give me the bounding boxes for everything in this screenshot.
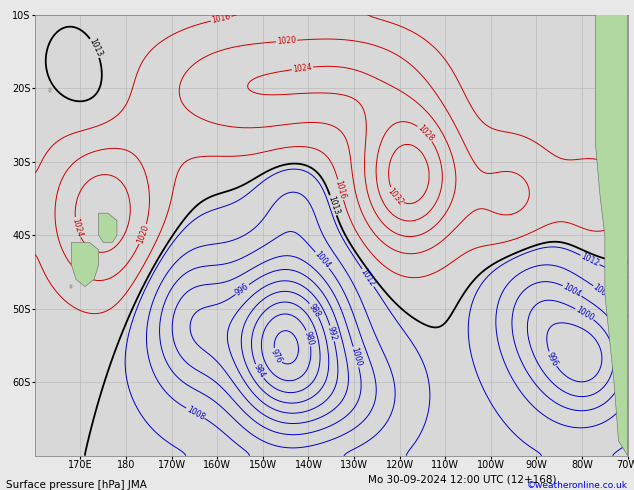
Text: 996: 996 — [234, 282, 251, 297]
Polygon shape — [70, 285, 72, 288]
Text: 984: 984 — [252, 363, 267, 380]
Text: 1020: 1020 — [276, 36, 297, 46]
Polygon shape — [596, 15, 628, 456]
Text: ©weatheronline.co.uk: ©weatheronline.co.uk — [527, 481, 628, 490]
Text: 1000: 1000 — [574, 305, 595, 323]
Text: Mo 30-09-2024 12:00 UTC (12+168): Mo 30-09-2024 12:00 UTC (12+168) — [368, 474, 556, 484]
Text: 1032: 1032 — [386, 186, 405, 207]
Text: 1012: 1012 — [359, 268, 377, 288]
Text: 996: 996 — [545, 350, 560, 368]
Text: 1013: 1013 — [87, 37, 103, 59]
Text: 1028: 1028 — [415, 123, 436, 143]
Text: 1024: 1024 — [70, 217, 84, 238]
Text: 1020: 1020 — [136, 223, 151, 245]
Text: 1000: 1000 — [349, 346, 363, 368]
Text: Surface pressure [hPa] JMA: Surface pressure [hPa] JMA — [6, 480, 147, 490]
Text: 1024: 1024 — [292, 63, 313, 74]
Text: 1004: 1004 — [313, 250, 332, 270]
Text: 988: 988 — [307, 302, 322, 318]
Text: 992: 992 — [326, 325, 339, 342]
Text: 1016: 1016 — [333, 179, 347, 200]
Text: 976: 976 — [269, 347, 284, 365]
Text: 1016: 1016 — [211, 12, 231, 25]
Polygon shape — [72, 243, 99, 287]
Text: 1004: 1004 — [562, 282, 583, 299]
Text: 1008: 1008 — [185, 405, 206, 422]
Text: 980: 980 — [302, 330, 315, 346]
Text: 1012: 1012 — [579, 252, 600, 269]
Polygon shape — [99, 213, 117, 243]
Polygon shape — [49, 88, 51, 92]
Text: 1008: 1008 — [592, 283, 612, 301]
Text: 1013: 1013 — [326, 195, 340, 216]
